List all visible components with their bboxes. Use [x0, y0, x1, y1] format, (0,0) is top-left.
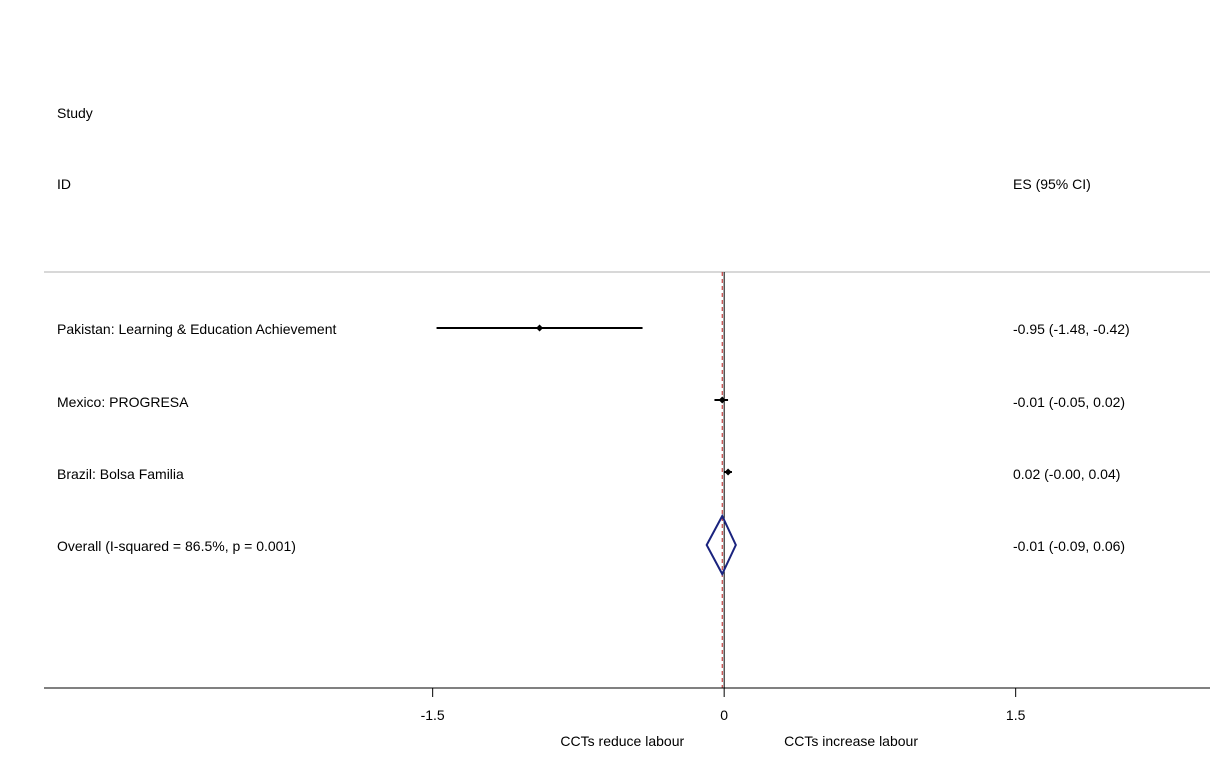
study-point-2 [724, 468, 732, 476]
study-es-0: -0.95 (-1.48, -0.42) [1013, 321, 1130, 337]
header-study: Study [57, 105, 93, 121]
header-id: ID [57, 176, 71, 192]
study-label-0: Pakistan: Learning & Education Achieveme… [57, 321, 337, 337]
overall-label: Overall (I-squared = 86.5%, p = 0.001) [57, 538, 296, 554]
overall-es: -0.01 (-0.09, 0.06) [1013, 538, 1125, 554]
study-point-1 [718, 396, 726, 404]
overall-diamond [705, 513, 737, 577]
x-tick-label: -1.5 [421, 707, 445, 723]
study-es-1: -0.01 (-0.05, 0.02) [1013, 394, 1125, 410]
x-tick-label: 0 [720, 707, 728, 723]
header-es-ci: ES (95% CI) [1013, 176, 1091, 192]
study-es-2: 0.02 (-0.00, 0.04) [1013, 466, 1120, 482]
study-label-1: Mexico: PROGRESA [57, 394, 189, 410]
x-tick-label: 1.5 [1006, 707, 1026, 723]
left-direction-caption: CCTs reduce labour [560, 733, 684, 749]
study-label-2: Brazil: Bolsa Familia [57, 466, 184, 482]
right-direction-caption: CCTs increase labour [784, 733, 918, 749]
study-point-0 [536, 324, 544, 332]
